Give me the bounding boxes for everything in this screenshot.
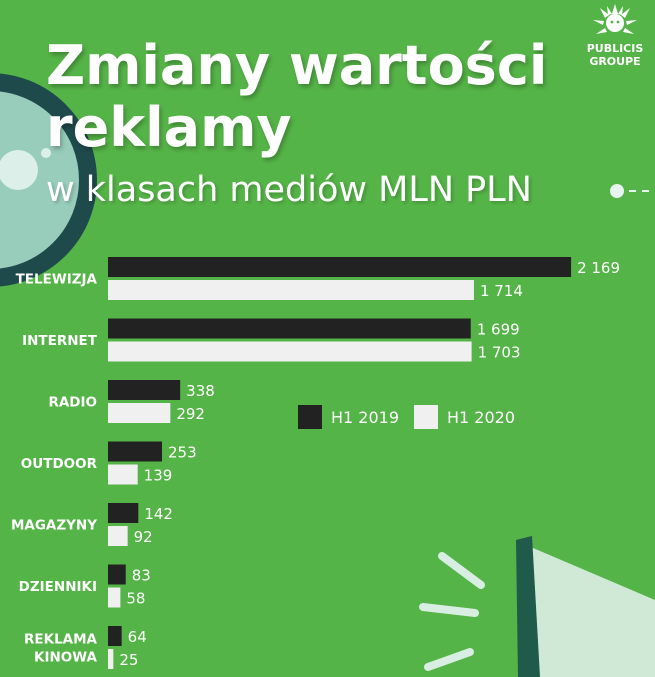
value-label-2019-3: 253: [168, 444, 197, 462]
legend: H1 2019 H1 2020: [298, 405, 515, 429]
category-label-6-line1: KINOWA: [34, 650, 98, 666]
bar-2020-4: [108, 526, 128, 546]
value-label-2020-1: 1 703: [478, 344, 521, 362]
category-label-0: TELEWIZJA: [16, 272, 98, 288]
bar-2019-6: [108, 626, 122, 646]
value-label-2020-3: 139: [144, 467, 173, 485]
magnifier-decoration: [0, 73, 97, 287]
page-title-continued: reklamy: [46, 96, 292, 159]
page-title: Zmiany wartości: [46, 34, 548, 97]
category-label-6-line0: REKLAMA: [24, 632, 98, 648]
bar-2019-2: [108, 380, 181, 400]
value-label-2020-2: 292: [176, 405, 205, 423]
value-label-2019-2: 338: [186, 382, 215, 400]
brand-name-line1: PUBLICIS: [586, 42, 644, 55]
page-subtitle: w klasach mediów MLN PLN: [46, 170, 532, 210]
bar-2020-0: [108, 280, 474, 300]
bar-2019-0: [108, 257, 572, 277]
bar-2019-4: [108, 503, 139, 523]
bar-2019-5: [108, 564, 126, 585]
value-label-2019-5: 83: [132, 567, 151, 585]
value-label-2019-4: 142: [144, 505, 173, 523]
legend-label-2019: H1 2019: [331, 408, 399, 427]
value-label-2019-6: 64: [128, 628, 147, 646]
value-label-2020-0: 1 714: [480, 282, 523, 300]
category-label-1: INTERNET: [22, 333, 98, 349]
value-label-2020-4: 92: [134, 528, 153, 546]
category-label-3: OUTDOOR: [21, 456, 98, 472]
value-label-2020-6: 25: [119, 651, 138, 669]
bar-2019-1: [108, 318, 471, 339]
bar-marks: [108, 257, 572, 669]
bar-2020-6: [108, 649, 114, 669]
bar-2020-5: [108, 587, 121, 608]
value-label-2019-0: 2 169: [577, 259, 620, 277]
value-label-2019-1: 1 699: [477, 321, 520, 339]
value-label-2020-5: 58: [126, 590, 145, 608]
bar-2019-3: [108, 441, 163, 462]
category-label-4: MAGAZYNY: [11, 518, 97, 534]
publicis-logo: PUBLICIS GROUPE: [578, 4, 652, 68]
lion-logo-icon: [593, 4, 637, 34]
legend-swatch-2019: [298, 405, 322, 429]
bar-2020-1: [108, 341, 472, 362]
megaphone-decoration: [419, 536, 655, 677]
category-label-2: RADIO: [48, 395, 97, 411]
brand-name-line2: GROUPE: [589, 55, 641, 68]
category-labels: TELEWIZJA INTERNET RADIO OUTDOOR MAGAZYNY DZI…: [11, 272, 98, 666]
legend-swatch-2020: [414, 405, 438, 429]
bar-2020-2: [108, 403, 171, 423]
legend-label-2020: H1 2020: [447, 408, 515, 427]
value-labels: 2 169 1 714 1 699 1 703 338 292 253 139 142 92 83 5…: [119, 259, 620, 669]
dot-dash-decoration: [610, 184, 655, 198]
bar-2020-3: [108, 464, 138, 485]
category-label-5: DZIENNIKI: [19, 579, 97, 595]
